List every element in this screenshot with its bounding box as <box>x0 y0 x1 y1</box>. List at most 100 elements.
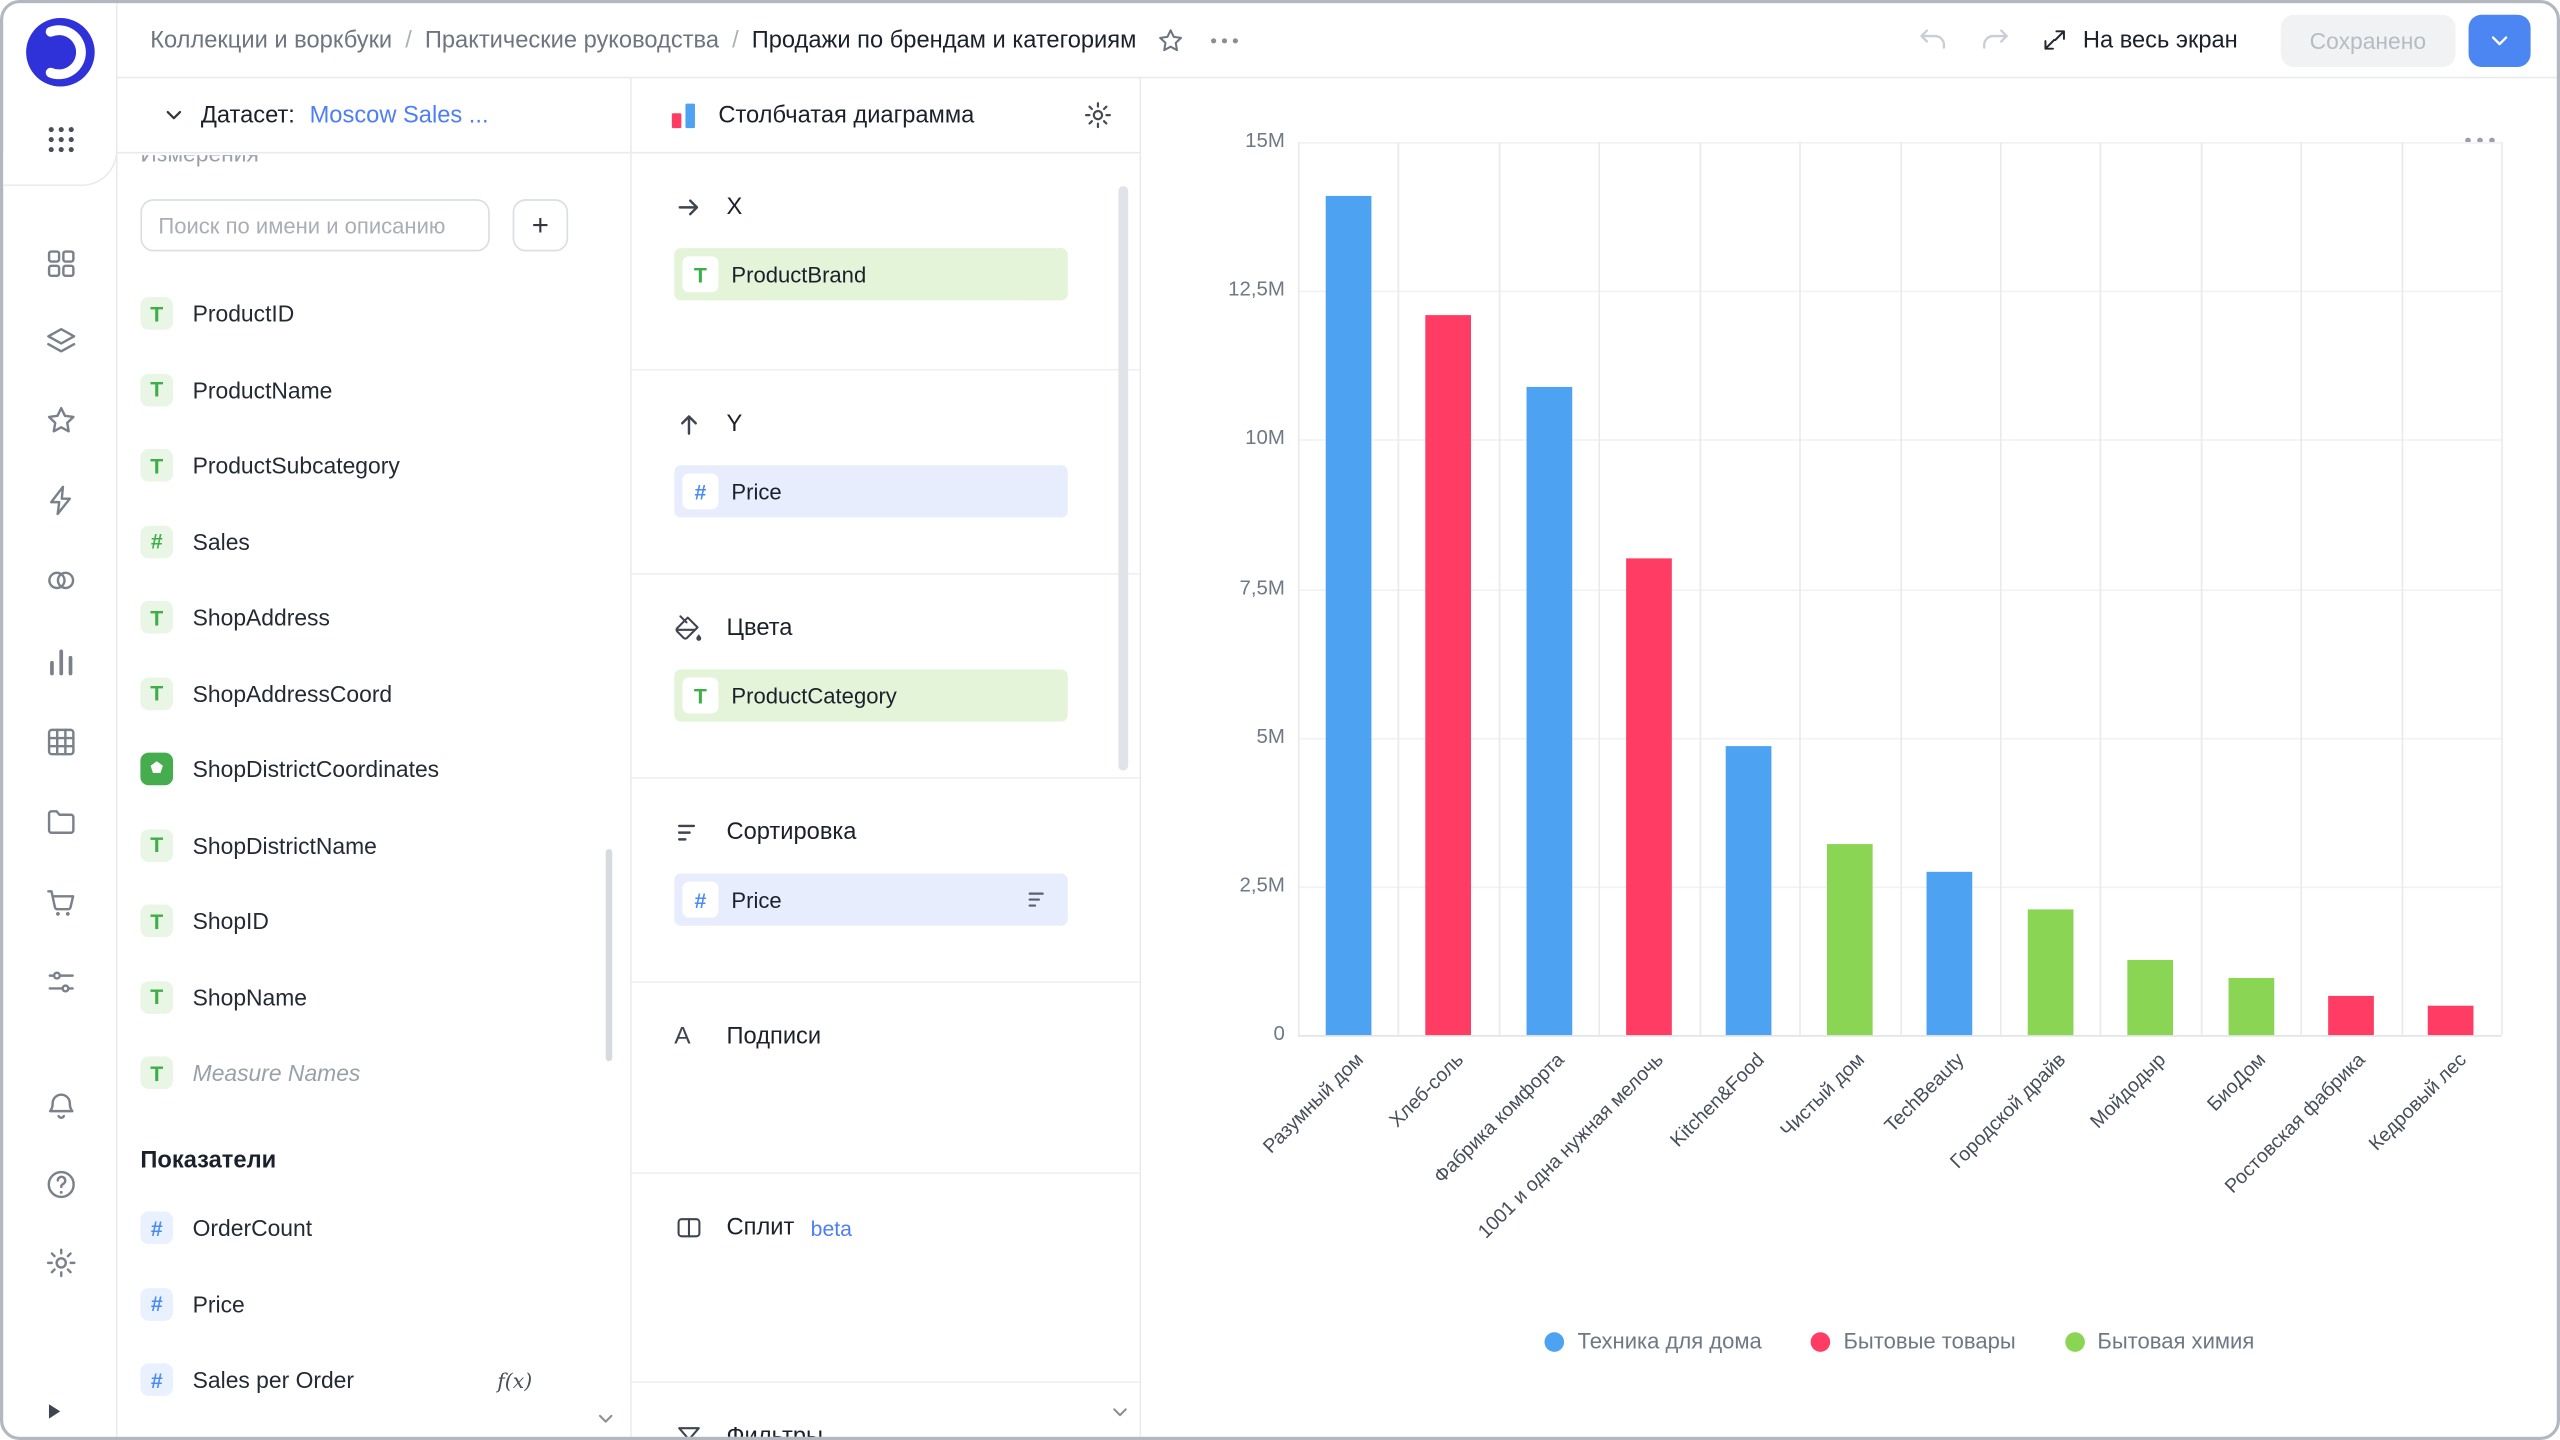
field-item[interactable]: T Measure Names <box>118 1035 631 1111</box>
dimension-text-icon: T <box>140 1056 174 1090</box>
relations-icon[interactable] <box>43 563 77 597</box>
redo-icon[interactable] <box>1978 24 2011 57</box>
search-input[interactable] <box>140 199 490 252</box>
config-section-y: Y # Price <box>631 371 1140 575</box>
breadcrumb: Коллекции и воркбуки / Практические руково… <box>150 27 1136 53</box>
config-section-фильтры: Фильтры <box>632 1383 1140 1437</box>
field-item[interactable]: # Sales per Order f(x) <box>118 1342 631 1418</box>
breadcrumb-item[interactable]: Практические руководства <box>424 26 720 54</box>
chart-settings-gear-icon[interactable] <box>1082 100 1113 131</box>
chart-bar[interactable] <box>1525 386 1572 1036</box>
help-icon[interactable] <box>43 1167 77 1201</box>
chart-bar[interactable] <box>1626 558 1672 1036</box>
breadcrumb-item[interactable]: Продажи по брендам и категориям <box>751 26 1137 54</box>
chart-bar[interactable] <box>1826 844 1873 1036</box>
more-menu-icon[interactable] <box>1208 33 1241 46</box>
fullscreen-icon <box>2040 26 2068 54</box>
saved-button[interactable]: Сохранено <box>2280 13 2456 67</box>
scrollbar-thumb[interactable] <box>605 848 613 1062</box>
apps-grid-icon[interactable] <box>43 122 77 156</box>
widgets-icon[interactable] <box>43 247 77 281</box>
notifications-icon[interactable] <box>43 1089 77 1123</box>
field-item[interactable]: T ShopID <box>118 883 631 959</box>
chevron-down-icon[interactable] <box>162 103 186 127</box>
legend-item[interactable]: Бытовая химия <box>2064 1329 2254 1353</box>
chart-bar[interactable] <box>1425 314 1472 1036</box>
chart-more-menu-icon[interactable] <box>2462 134 2498 147</box>
field-label: ShopName <box>192 984 308 1011</box>
datasets-icon[interactable] <box>43 725 77 759</box>
breadcrumb-separator: / <box>405 26 412 54</box>
y-axis-tick-label: 0 <box>1273 1022 1285 1045</box>
fullscreen-button[interactable]: На весь экран <box>2040 26 2238 54</box>
charts-icon[interactable] <box>43 645 77 679</box>
chart-bar[interactable] <box>2127 960 2174 1036</box>
field-item[interactable]: T ShopAddressCoord <box>118 656 631 732</box>
chart-bar[interactable] <box>2227 978 2274 1036</box>
field-label: ProductName <box>192 376 333 403</box>
field-item[interactable]: T ProductName <box>118 352 631 428</box>
dataset-label: Датасет: <box>200 102 295 129</box>
dataset-header: Датасет: Moscow Sales ... <box>117 78 631 154</box>
field-item[interactable]: T ShopName <box>118 959 631 1035</box>
field-label: ProductSubcategory <box>192 452 400 479</box>
left-rail <box>3 3 118 1437</box>
undo-icon[interactable] <box>1916 24 1949 57</box>
save-dropdown-button[interactable] <box>2468 13 2531 67</box>
y-axis-tick-label: 10M <box>1245 426 1285 450</box>
dataset-panel: Датасет: Moscow Sales ... Измерения + TP… <box>117 78 632 1437</box>
field-chip[interactable]: T ProductCategory <box>674 669 1068 722</box>
chart-bar[interactable] <box>2327 996 2374 1036</box>
chart-bar[interactable] <box>2027 910 2073 1036</box>
y-axis-tick-label: 12,5M <box>1228 277 1285 301</box>
chart-bar[interactable] <box>1726 746 1773 1036</box>
chart-bar[interactable] <box>2428 1005 2474 1036</box>
sort-order-icon[interactable] <box>1025 887 1051 913</box>
fullscreen-label: На весь экран <box>2082 26 2238 54</box>
field-item[interactable]: ShopDistrictCoordinates <box>118 731 631 807</box>
field-chip[interactable]: T ProductBrand <box>674 248 1068 301</box>
formula-icon: f(x) <box>497 1367 533 1393</box>
dimension-text-icon: T <box>140 449 174 483</box>
field-item[interactable]: T ProductID <box>118 276 631 352</box>
column-chart-icon[interactable] <box>668 99 701 132</box>
chart-legend: Техника для дома Бытовые товары Бытовая хи… <box>1298 1329 2501 1353</box>
scroll-down-icon[interactable] <box>594 1407 617 1430</box>
legend-item[interactable]: Бытовые товары <box>1810 1329 2016 1353</box>
gridline-v <box>2100 142 2102 1036</box>
field-item[interactable]: T ShopAddress <box>118 580 631 656</box>
field-item[interactable]: T ShopDistrictName <box>118 807 631 883</box>
gridline-v <box>1799 142 1801 1036</box>
chart-bar[interactable] <box>1325 195 1371 1036</box>
settings-icon[interactable] <box>43 1246 77 1280</box>
files-icon[interactable] <box>43 805 77 839</box>
field-chip[interactable]: # Price <box>674 465 1068 518</box>
legend-item[interactable]: Техника для дома <box>1544 1329 1762 1353</box>
field-item[interactable]: # Sales <box>118 504 631 580</box>
breadcrumb-item[interactable]: Коллекции и воркбуки <box>150 26 393 54</box>
gridline-v <box>2200 142 2203 1036</box>
favorites-icon[interactable] <box>43 403 77 437</box>
collections-icon[interactable] <box>43 325 77 359</box>
field-item[interactable]: # OrderCount <box>118 1190 631 1266</box>
expand-panel-icon[interactable] <box>41 1399 65 1423</box>
add-field-button[interactable]: + <box>512 199 569 252</box>
marketplace-icon[interactable] <box>43 885 77 919</box>
field-item[interactable]: T ProductSubcategory <box>118 428 631 504</box>
favorite-star-icon[interactable] <box>1156 25 1185 54</box>
chevron-down-icon <box>2487 27 2513 53</box>
field-item[interactable]: # Price <box>118 1266 631 1342</box>
chart-bar[interactable] <box>1926 871 1973 1036</box>
section-label: X <box>726 194 743 221</box>
scrollbar-thumb[interactable] <box>1118 186 1129 771</box>
services-icon[interactable] <box>43 965 77 999</box>
section-label-row: A Подписи <box>674 1022 1067 1051</box>
dataset-name-link[interactable]: Moscow Sales ... <box>309 102 489 129</box>
legend-dot <box>2064 1331 2085 1352</box>
geo-icon <box>140 753 174 786</box>
datalens-logo[interactable] <box>24 16 96 88</box>
connections-icon[interactable] <box>43 483 77 517</box>
dimension-number-icon: # <box>140 525 174 558</box>
scroll-down-icon[interactable] <box>1109 1401 1132 1424</box>
field-chip[interactable]: # Price <box>674 873 1068 926</box>
